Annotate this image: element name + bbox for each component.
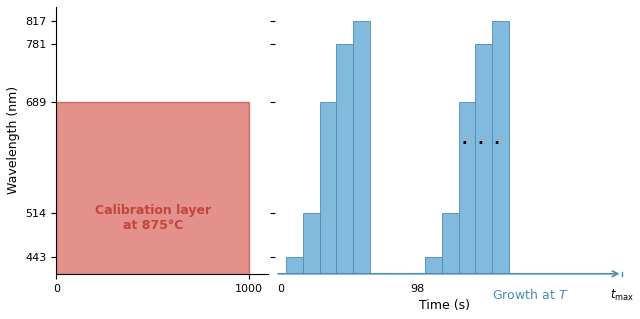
Bar [303, 212, 319, 274]
Text: .  .  .: . . . [462, 132, 500, 147]
Bar [56, 102, 249, 274]
Bar [492, 21, 509, 274]
Bar [442, 212, 458, 274]
Text: $t_{\mathrm{max}}$: $t_{\mathrm{max}}$ [611, 288, 635, 303]
Bar [458, 102, 476, 274]
Y-axis label: Wavelength (nm): Wavelength (nm) [7, 86, 20, 194]
Bar [353, 21, 370, 274]
Bar [476, 44, 492, 274]
Bar [286, 257, 303, 274]
Bar [425, 257, 442, 274]
Bar [319, 102, 337, 274]
X-axis label: Time (s): Time (s) [419, 299, 470, 312]
Bar [337, 44, 353, 274]
Text: Growth at $T$: Growth at $T$ [492, 288, 568, 302]
Text: Calibration layer
at 875°C: Calibration layer at 875°C [95, 204, 211, 232]
